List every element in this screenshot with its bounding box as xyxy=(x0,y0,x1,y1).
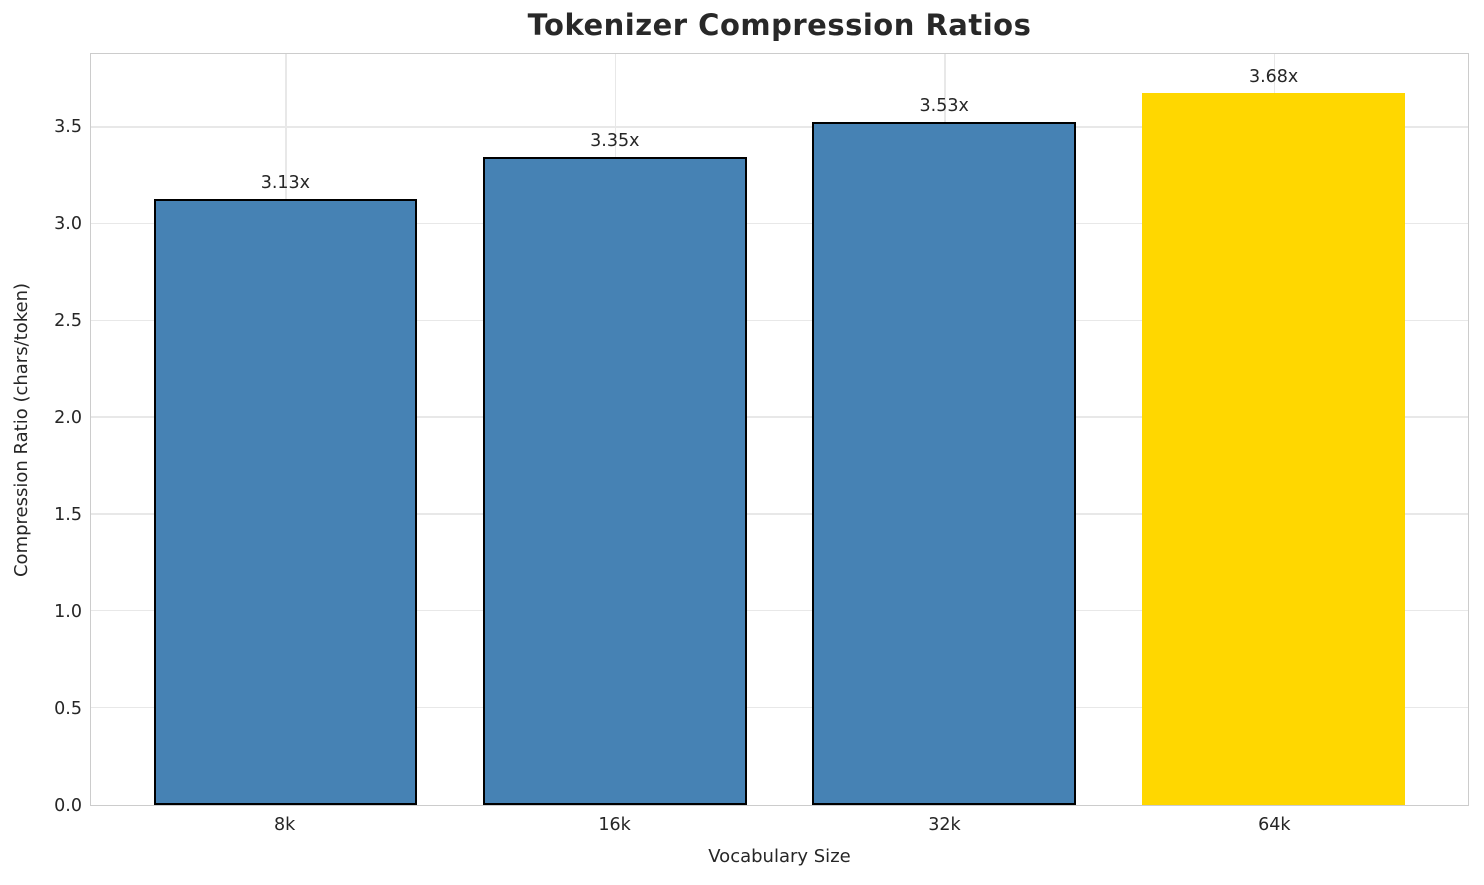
x-tick-label: 16k xyxy=(598,815,631,835)
bar-value-label: 3.13x xyxy=(260,173,311,194)
gridline-horizontal xyxy=(91,706,1468,709)
bar-value-label: 3.35x xyxy=(590,130,640,151)
gridline-horizontal xyxy=(91,416,1468,418)
y-axis-label: Compression Ratio (chars/token) xyxy=(11,282,32,578)
gridline-horizontal xyxy=(91,222,1468,225)
y-tick-label: 2.0 xyxy=(54,407,82,428)
bar-value-label: 3.53x xyxy=(919,95,969,116)
y-tick-label: 1.5 xyxy=(54,504,82,525)
plot-area: 3.13x 3.35x 3.53x 3.68x xyxy=(90,53,1469,806)
x-tick-label: 64k xyxy=(1258,815,1291,835)
gridline-horizontal xyxy=(91,319,1468,322)
y-tick-label: 3.0 xyxy=(54,213,82,234)
gridline-horizontal xyxy=(91,126,1468,128)
y-tick-label: 2.5 xyxy=(54,310,82,331)
x-tick-label: 32k xyxy=(928,815,961,835)
bar xyxy=(812,121,1076,805)
x-axis-label: Vocabulary Size xyxy=(708,846,851,867)
bar xyxy=(153,199,418,805)
bar xyxy=(483,156,747,805)
bar-value-label: 3.68x xyxy=(1248,66,1299,87)
gridline-horizontal xyxy=(91,609,1468,612)
bar-highlighted xyxy=(1141,92,1406,805)
y-tick-label: 3.5 xyxy=(54,116,82,137)
x-tick-label: 8k xyxy=(274,815,296,835)
gridline-horizontal xyxy=(91,513,1468,515)
y-tick-label: 0.5 xyxy=(54,698,82,719)
chart-title: Tokenizer Compression Ratios xyxy=(527,8,1032,42)
y-tick-label: 1.0 xyxy=(54,601,82,622)
y-tick-label: 0.0 xyxy=(54,796,82,816)
